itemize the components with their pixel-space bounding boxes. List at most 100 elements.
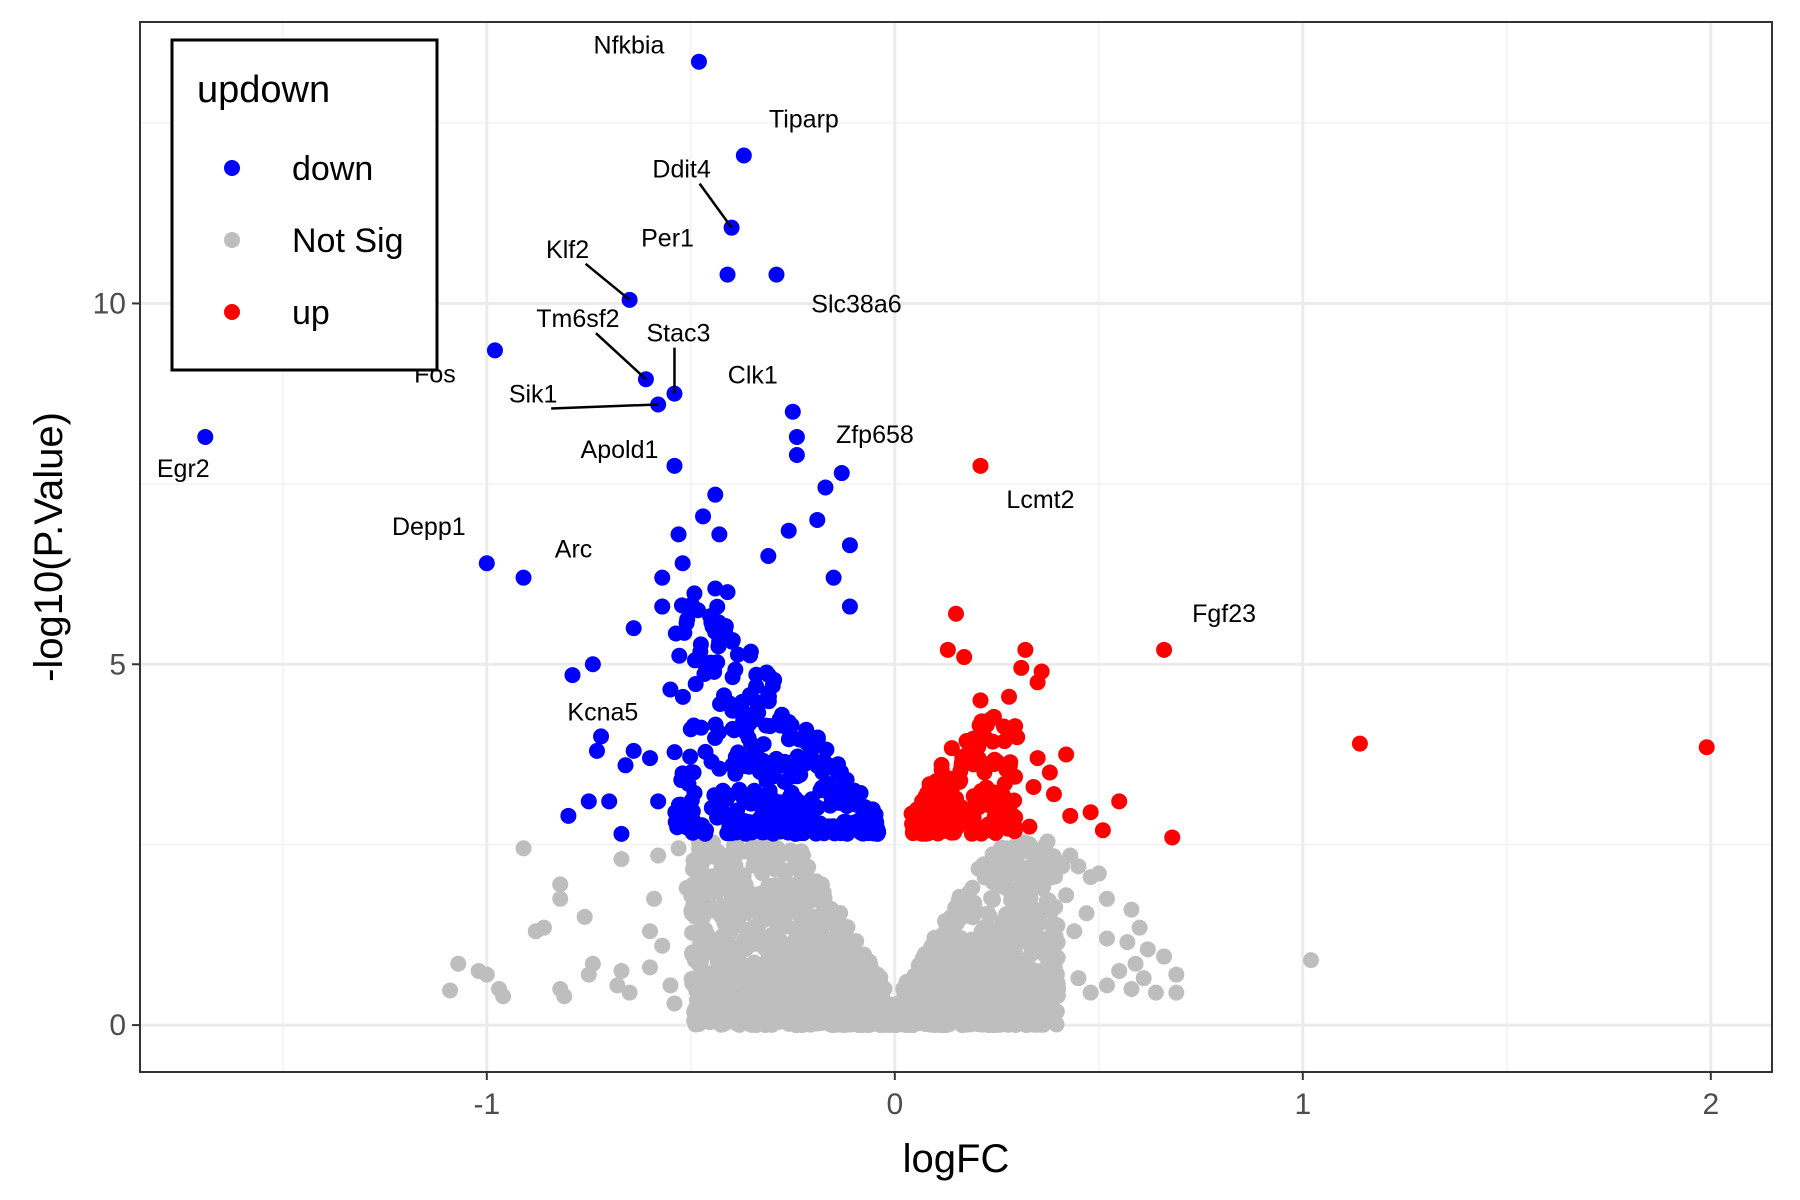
point-down	[486, 342, 503, 359]
point-not-sig	[642, 923, 658, 940]
point-not-sig	[1016, 834, 1033, 851]
point-not-sig	[1049, 949, 1066, 966]
point-not-sig	[1015, 991, 1032, 1008]
point-down	[707, 716, 724, 733]
point-down	[724, 632, 741, 649]
point-down	[478, 555, 495, 572]
point-up	[1004, 813, 1021, 830]
point-down	[662, 681, 679, 698]
point-not-sig	[1009, 900, 1026, 917]
point-not-sig	[1066, 923, 1083, 940]
point-not-sig	[798, 953, 815, 970]
point-up	[998, 761, 1015, 778]
point-down	[784, 403, 801, 420]
legend-label: up	[292, 294, 330, 332]
point-down	[758, 761, 775, 778]
point-not-sig	[552, 890, 569, 907]
x-tick-label: 2	[1702, 1088, 1719, 1121]
point-not-sig	[900, 990, 917, 1007]
point-not-sig	[1006, 883, 1023, 900]
point-not-sig	[877, 1015, 894, 1032]
point-up	[939, 641, 956, 658]
point-not-sig	[700, 1013, 717, 1030]
point-not-sig	[853, 953, 870, 970]
point-up	[996, 775, 1013, 792]
point-down	[588, 742, 605, 759]
point-down	[719, 584, 736, 601]
point-not-sig	[731, 884, 748, 901]
point-not-sig	[1098, 930, 1115, 947]
gene-label: Sik1	[509, 380, 558, 408]
point-not-sig	[961, 1006, 978, 1023]
point-not-sig	[725, 910, 742, 927]
point-not-sig	[662, 977, 679, 994]
point-not-sig	[981, 908, 998, 925]
point-down	[197, 428, 214, 445]
point-not-sig	[899, 1005, 916, 1022]
point-not-sig	[1111, 962, 1128, 979]
legend-key	[224, 232, 240, 248]
point-not-sig	[749, 855, 766, 872]
point-not-sig	[1082, 984, 1099, 1001]
point-not-sig	[964, 909, 981, 926]
point-down	[791, 755, 808, 772]
point-down	[707, 580, 724, 597]
point-not-sig	[1156, 948, 1173, 965]
x-tick-label: -1	[473, 1088, 500, 1121]
point-down	[724, 669, 741, 686]
point-down	[815, 752, 832, 769]
point-not-sig	[923, 966, 940, 983]
point-up	[985, 820, 1002, 837]
point-down	[802, 811, 819, 828]
point-down	[711, 760, 728, 777]
point-not-sig	[985, 973, 1002, 990]
point-not-sig	[793, 1013, 810, 1030]
point-not-sig	[975, 856, 992, 873]
point-down	[682, 748, 699, 765]
point-down	[830, 766, 847, 783]
x-axis-title: logFC	[903, 1137, 1010, 1181]
gene-label: Egr2	[157, 455, 210, 483]
point-down	[697, 825, 714, 842]
gene-label: Zfp658	[836, 421, 914, 449]
label-connector	[551, 403, 659, 410]
point-up	[1003, 794, 1020, 811]
point-up	[933, 756, 950, 773]
point-not-sig	[1050, 981, 1066, 998]
point-not-sig	[1045, 915, 1062, 932]
point-down	[755, 736, 772, 753]
point-not-sig	[621, 984, 638, 1001]
label-connectors	[551, 182, 733, 410]
point-up	[956, 649, 973, 666]
point-not-sig	[670, 840, 687, 857]
gene-label: Tiparp	[769, 106, 839, 134]
point-not-sig	[1135, 970, 1152, 987]
point-down	[692, 636, 709, 653]
point-not-sig	[800, 980, 817, 997]
point-not-sig	[985, 891, 1002, 908]
legend-label: Not Sig	[292, 222, 404, 260]
point-up	[943, 740, 960, 757]
gene-label: Arc	[555, 536, 593, 564]
point-up	[1082, 804, 1099, 821]
point-down	[868, 824, 885, 841]
point-down	[650, 793, 667, 810]
point-not-sig	[864, 1011, 881, 1028]
point-down	[864, 801, 881, 818]
point-not-sig	[958, 980, 975, 997]
point-down	[674, 555, 691, 572]
point-not-sig	[980, 954, 997, 971]
point-not-sig	[1017, 870, 1034, 887]
legend-label: down	[292, 150, 373, 188]
axis-ticks: -1 0 1 2 0 5 10	[93, 287, 1720, 1121]
point-up	[977, 729, 994, 746]
point-not-sig	[650, 847, 667, 864]
point-down	[682, 721, 699, 738]
gene-label: Kcna5	[567, 698, 638, 726]
point-not-sig	[1098, 977, 1115, 994]
point-not-sig	[786, 978, 803, 995]
point-not-sig	[1168, 984, 1185, 1001]
point-down	[795, 825, 812, 842]
point-down	[654, 569, 671, 586]
point-down	[625, 742, 642, 759]
